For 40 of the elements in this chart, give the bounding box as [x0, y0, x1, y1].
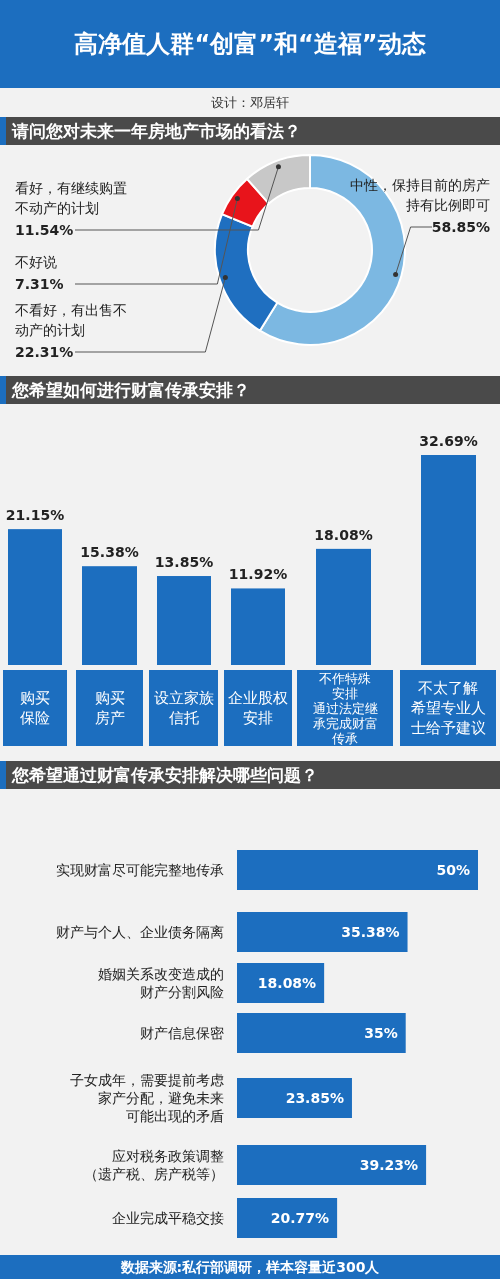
y-tick-label: 财产与个人、企业债务隔离 — [56, 924, 224, 940]
y-tick-label: 财产信息保密 — [140, 1025, 224, 1041]
data-label: 20.77% — [270, 1210, 330, 1226]
y-tick-label: 子女成年，需要提前考虑家产分配，避免未来可能出现的矛盾 — [70, 1072, 224, 1124]
x-tick-label: 购买保险 — [20, 689, 50, 727]
data-label: 23.85% — [285, 1090, 344, 1106]
chart-title: 您希望如何进行财富传承安排？ — [11, 380, 250, 400]
y-tick-label: 婚姻关系改变造成的财产分割风险 — [98, 966, 224, 1000]
data-label: 32.69% — [419, 433, 478, 449]
data-label: 35% — [364, 1025, 398, 1041]
slice-label: 不好说 — [15, 254, 57, 270]
data-label: 15.38% — [80, 544, 139, 561]
data-label: 35.38% — [341, 924, 400, 940]
x-tick-label: 设立家族信托 — [153, 689, 214, 727]
slice-label: 不看好，有出售不动产的计划 — [15, 302, 127, 338]
data-label: 50% — [436, 862, 470, 878]
data-label: 13.85% — [154, 554, 214, 571]
chart-title: 您希望通过财富传承安排解决哪些问题？ — [11, 765, 318, 785]
x-tick-label: 购买房产 — [94, 689, 125, 727]
data-label: 11.54% — [15, 222, 74, 238]
data-label: 58.85% — [431, 219, 490, 235]
x-tick-label: 不太了解希望专业人士给予建议 — [410, 679, 486, 737]
data-label: 22.31% — [15, 344, 74, 360]
source-note: 数据来源:私行部调研，样本容量近300人 — [119, 1259, 381, 1275]
data-label: 11.92% — [228, 566, 288, 583]
y-tick-label: 实现财富尽可能完整地传承 — [56, 862, 224, 878]
data-label: 18.08% — [257, 975, 317, 991]
data-label: 21.15% — [5, 507, 65, 524]
text: 设计：邓居轩 — [211, 94, 289, 110]
y-tick-label: 企业完成平稳交接 — [112, 1210, 224, 1226]
text: 高净值人群“创富”和“造福”动态 — [74, 30, 426, 58]
data-label: 18.08% — [314, 526, 373, 543]
x-tick-label: 企业股权安排 — [228, 689, 288, 727]
y-tick-label: 应对税务政策调整（遗产税、房产税等） — [84, 1148, 224, 1182]
data-label: 39.23% — [359, 1157, 419, 1173]
slice-label: 中性，保持目前的房产持有比例即可 — [350, 177, 490, 213]
chart-title: 请问您对未来一年房地产市场的看法？ — [11, 121, 301, 141]
x-tick-label: 不作特殊安排通过法定继承完成财富传承 — [312, 670, 378, 746]
slice-label: 看好，有继续购置不动产的计划 — [15, 180, 127, 216]
data-label: 7.31% — [15, 276, 64, 292]
